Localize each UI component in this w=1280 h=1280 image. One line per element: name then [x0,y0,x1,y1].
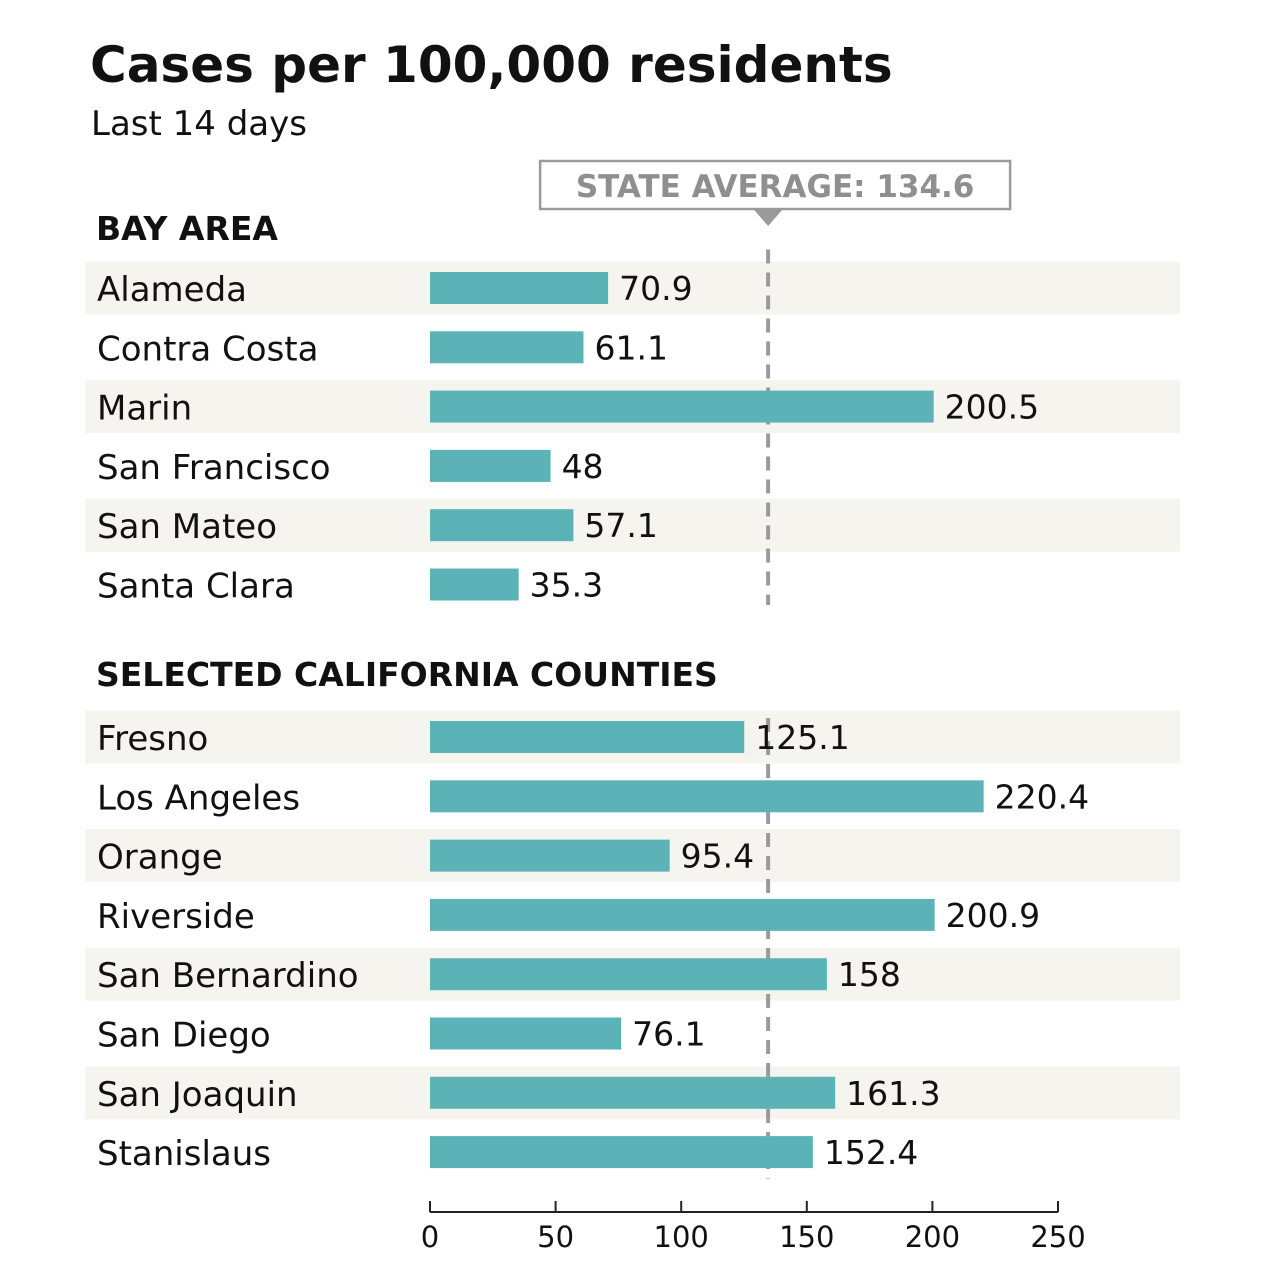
bar [430,449,551,482]
x-tick-label: 50 [537,1220,574,1254]
x-tick-label: 150 [779,1220,834,1254]
row-stripe [85,261,1180,315]
bar [430,780,984,813]
x-tick-label: 100 [654,1220,709,1254]
x-tick-label: 200 [905,1220,960,1254]
category-label: San Joaquin [97,1075,298,1115]
data-label: 35.3 [530,566,603,605]
category-label: Marin [97,389,192,429]
group-header: SELECTED CALIFORNIA COUNTIES [96,655,718,694]
bar [430,898,935,931]
bar [430,272,609,304]
chart-subtitle: Last 14 days [91,104,307,144]
row-stripe [85,498,1180,552]
data-label: 48 [562,447,604,486]
bar [430,721,745,753]
bar [430,958,827,991]
category-label: San Mateo [97,507,277,547]
data-label: 125.1 [755,718,849,757]
bar [430,1136,813,1169]
category-label: Contra Costa [97,329,318,369]
category-label: San Francisco [97,448,331,488]
bar [430,390,934,423]
x-axis: 0 50 100 150 200 250 [421,1201,1086,1254]
reference-label-box [538,159,1012,211]
bar [430,509,574,542]
data-label: 158 [838,955,901,994]
chart-groups: BAY AREA Alameda Contra Costa Marin San Fran… [96,209,718,1174]
category-label: San Diego [97,1016,271,1056]
data-label: 220.4 [995,777,1089,816]
data-label: 200.5 [945,388,1039,427]
data-label: 76.1 [632,1015,705,1054]
group-header: BAY AREA [96,209,278,248]
category-label: Riverside [97,897,255,937]
data-label: 61.1 [594,328,667,367]
category-label: Orange [97,838,223,878]
bar [430,839,670,872]
chart-title: Cases per 100,000 residents [90,36,893,94]
data-label: 57.1 [584,506,657,545]
reference-label: STATE AVERAGE: 134.6 [576,169,975,205]
data-label: 161.3 [846,1074,940,1113]
bars-layer: 70.9 61.1 200.5 48 57.1 35.3 125.1 220.4 95.4 200… [430,269,1089,1172]
category-label: Los Angeles [97,778,300,818]
data-label: 70.9 [619,269,692,308]
reference-pointer [754,210,783,226]
category-label: Stanislaus [97,1134,271,1174]
category-label: Santa Clara [97,567,295,607]
bar [430,1076,836,1109]
state-average-line: STATE AVERAGE: 134.6 [538,159,1012,1179]
data-label: 200.9 [946,896,1040,935]
category-label: Alameda [97,270,247,310]
bar [430,568,519,601]
x-tick-label: 250 [1030,1220,1085,1254]
category-label: San Bernardino [97,956,359,996]
data-label: 152.4 [824,1133,918,1172]
x-tick-label: 0 [421,1220,439,1254]
bar [430,331,584,364]
bar [430,1017,622,1050]
data-label: 95.4 [681,837,754,876]
category-label: Fresno [97,719,208,759]
